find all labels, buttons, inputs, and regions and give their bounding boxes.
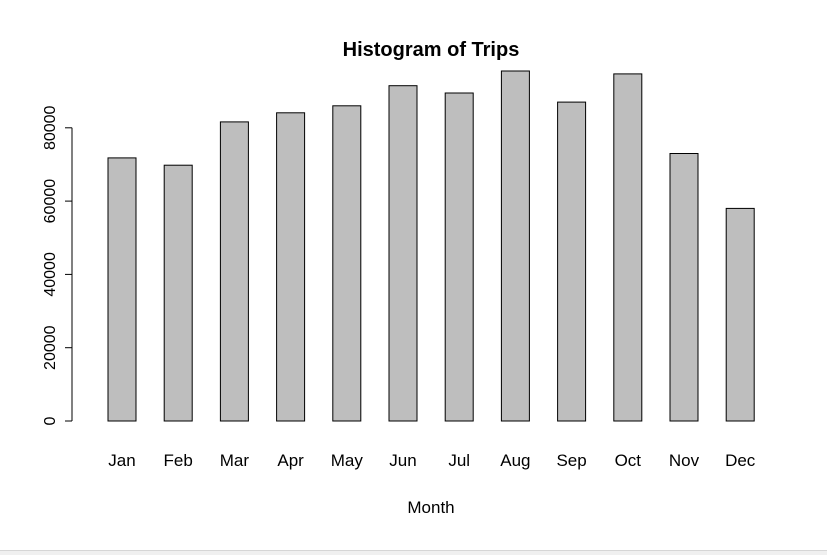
window-bottom-edge [0, 550, 827, 555]
x-tick-label-may: May [331, 451, 364, 470]
bar-apr [276, 112, 306, 422]
bar-sep [557, 101, 587, 422]
y-tick-label-20000: 20000 [42, 325, 59, 370]
bars-group [107, 70, 755, 422]
x-tick-label-jul: Jul [448, 451, 470, 470]
x-tick-label-nov: Nov [669, 451, 700, 470]
x-tick-label-aug: Aug [500, 451, 530, 470]
y-tick-label-80000: 80000 [42, 105, 59, 150]
x-tick-label-apr: Apr [277, 451, 304, 470]
x-tick-label-jun: Jun [389, 451, 416, 470]
x-tick-labels: Jan Feb Mar Apr May Jun Jul Aug Sep Oct Nov Dec [108, 451, 756, 470]
x-tick-label-feb: Feb [164, 451, 193, 470]
bar-nov [669, 153, 699, 422]
y-axis: 0 20000 40000 60000 80000 [42, 105, 73, 425]
bar-feb [163, 164, 193, 422]
x-axis-title: Month [407, 498, 454, 517]
x-tick-label-oct: Oct [615, 451, 642, 470]
bar-mar [219, 121, 249, 422]
bar-jan [107, 157, 137, 422]
bar-jun [388, 85, 418, 422]
y-tick-label-60000: 60000 [42, 179, 59, 224]
bar-jul [444, 92, 474, 422]
chart-title: Histogram of Trips [343, 39, 520, 61]
bar-aug [500, 70, 530, 422]
bar-dec [725, 207, 755, 422]
y-tick-label-0: 0 [42, 416, 59, 425]
bar-may [332, 105, 362, 422]
x-tick-label-jan: Jan [108, 451, 135, 470]
x-tick-label-sep: Sep [556, 451, 586, 470]
x-tick-label-dec: Dec [725, 451, 756, 470]
x-tick-label-mar: Mar [220, 451, 250, 470]
bar-oct [613, 73, 643, 422]
y-tick-label-40000: 40000 [42, 252, 59, 297]
